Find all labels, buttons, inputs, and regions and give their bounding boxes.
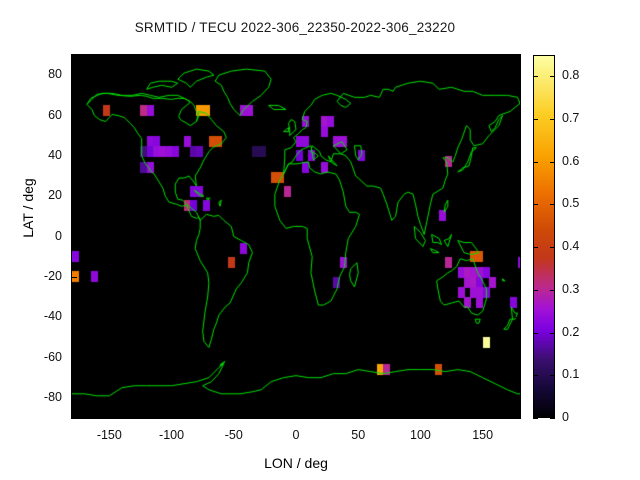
y-tick-label: -20 [43,268,62,283]
coastline-layer [72,55,520,418]
y-tick-mark [515,236,520,238]
y-tick-mark [72,276,77,278]
x-tick-mark [233,413,235,418]
y-tick-mark [515,397,520,399]
x-axis-label: LON / deg [264,455,328,471]
y-axis-label: LAT / deg [20,178,36,238]
y-tick-mark [72,317,77,319]
colorbar-tick-mark [550,289,555,291]
colorbar-tick-label: 0 [562,410,569,424]
y-tick-mark [72,357,77,359]
x-tick-mark [233,55,235,60]
colorbar-tick-mark [533,247,538,249]
x-tick-mark [358,55,360,60]
chart-title: SRMTID / TECU 2022-306_22350-2022-306_23… [134,20,456,35]
colorbar-tick-mark [533,418,538,419]
x-tick-mark [420,413,422,418]
x-tick-mark [482,55,484,60]
colorbar-tick-mark [550,161,555,163]
colorbar-tick-label: 0.1 [562,367,580,382]
colorbar-tick-label: 0.7 [562,111,580,126]
y-tick-label: 60 [48,107,62,122]
colorbar-tick-mark [533,76,538,78]
y-tick-mark [72,115,77,117]
y-tick-mark [72,155,77,157]
y-tick-mark [72,397,77,399]
x-tick-mark [482,413,484,418]
x-tick-label: -50 [224,428,243,442]
x-tick-mark [358,413,360,418]
y-tick-label: 40 [48,147,62,162]
y-tick-mark [515,317,520,319]
y-tick-mark [515,196,520,198]
colorbar-tick-mark [550,119,555,121]
colorbar-gradient [534,56,554,417]
x-tick-label: 50 [351,428,366,442]
colorbar-tick-mark [550,247,555,249]
colorbar [533,55,555,418]
colorbar-tick-mark [533,375,538,377]
colorbar-tick-mark [550,418,555,419]
colorbar-tick-label: 0.5 [562,196,580,211]
x-tick-label: -150 [96,428,122,442]
colorbar-tick-label: 0.6 [562,153,580,168]
x-tick-label: 150 [472,428,494,442]
colorbar-tick-label: 0.3 [562,281,580,296]
y-tick-mark [515,115,520,117]
y-tick-label: -80 [43,389,62,404]
colorbar-tick-mark [533,204,538,206]
y-tick-label: -40 [43,309,62,324]
colorbar-tick-mark [533,161,538,163]
y-tick-mark [515,155,520,157]
y-tick-label: 80 [48,67,62,82]
x-tick-label: 0 [292,428,300,442]
colorbar-tick-mark [550,76,555,78]
y-tick-mark [72,196,77,198]
y-tick-label: 0 [55,228,62,243]
y-tick-label: 20 [48,188,62,203]
x-tick-mark [171,413,173,418]
x-tick-label: -100 [159,428,185,442]
x-tick-mark [109,413,111,418]
y-tick-mark [515,75,520,77]
colorbar-tick-mark [550,204,555,206]
map-plot-area [72,55,520,418]
y-tick-label: -60 [43,349,62,364]
colorbar-tick-label: 0.2 [562,324,580,339]
x-tick-mark [109,55,111,60]
y-tick-mark [72,75,77,77]
colorbar-tick-mark [533,332,538,334]
colorbar-tick-label: 0.4 [562,239,580,254]
colorbar-tick-mark [533,119,538,121]
colorbar-tick-mark [550,332,555,334]
colorbar-tick-mark [533,289,538,291]
x-tick-mark [420,55,422,60]
colorbar-tick-label: 0.8 [562,68,580,83]
y-tick-mark [72,236,77,238]
colorbar-tick-mark [550,375,555,377]
x-tick-label: 100 [410,428,431,442]
y-tick-mark [515,276,520,278]
x-tick-mark [296,413,297,418]
x-tick-mark [171,55,173,60]
y-tick-mark [515,357,520,359]
x-tick-mark [296,55,297,60]
